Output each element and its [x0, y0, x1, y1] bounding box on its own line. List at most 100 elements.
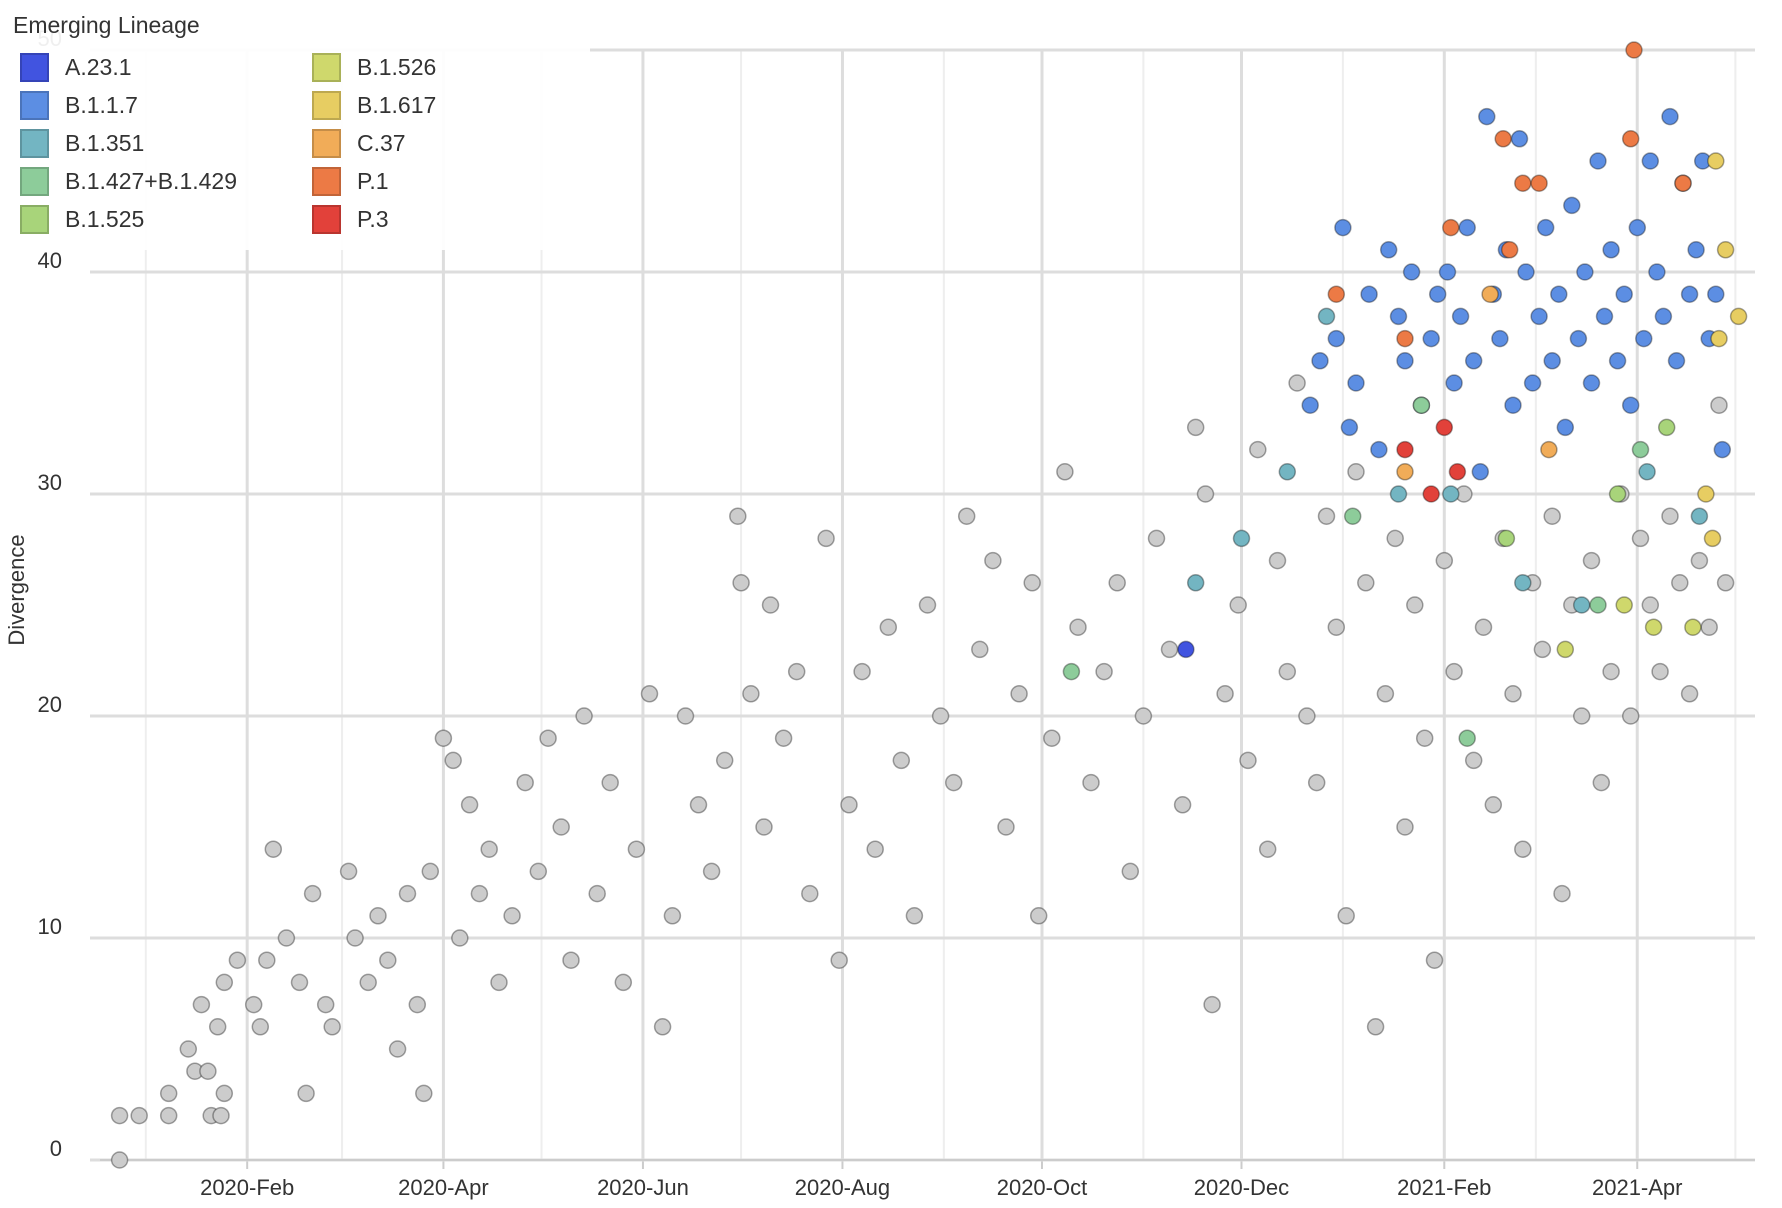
legend-item-p-3[interactable]: P.3	[312, 202, 389, 236]
point-b-1-351	[1232, 529, 1251, 548]
point-b-1-1-7	[1491, 329, 1509, 348]
point-other	[1134, 707, 1153, 725]
point-other	[199, 1062, 217, 1080]
point-other	[1661, 507, 1679, 525]
legend-swatch	[312, 90, 341, 120]
point-b-1-526	[1684, 618, 1702, 636]
point-other	[575, 707, 593, 725]
point-other	[539, 729, 557, 747]
point-b-1-1-7	[1550, 285, 1568, 303]
point-other	[1474, 618, 1493, 636]
point-other	[562, 951, 580, 969]
legend-item-p-1[interactable]: P.1	[312, 164, 389, 198]
point-b-1-1-7	[1464, 352, 1483, 370]
x-tick-label: 2021-Feb	[1397, 1175, 1491, 1200]
point-other	[742, 685, 760, 703]
point-other	[787, 662, 806, 681]
point-other	[369, 907, 387, 925]
point-other	[130, 1106, 148, 1125]
point-other	[879, 618, 898, 636]
legend-item-a-23-1[interactable]: A.23.1	[20, 50, 132, 84]
point-p-1	[1625, 41, 1643, 59]
legend-item-b-1-1-7[interactable]: B.1.1.7	[20, 88, 138, 122]
legend-item-b-1-351[interactable]: B.1.351	[20, 126, 144, 160]
point-other	[1651, 662, 1669, 681]
point-b-1-1-7	[1504, 396, 1522, 414]
point-other	[1173, 796, 1192, 814]
point-b-1-1-7	[1530, 307, 1548, 326]
point-p-1	[1442, 218, 1460, 237]
point-other	[1504, 685, 1522, 703]
point-b-1-1-7	[1621, 396, 1640, 414]
legend: Emerging Lineage A.23.1 B.1.1.7 B.1.351 B.1…	[0, 0, 590, 250]
point-b-1-1-7	[1523, 374, 1542, 392]
point-other	[1700, 618, 1718, 636]
point-b-1-351	[1638, 463, 1656, 481]
point-other	[1216, 685, 1234, 703]
point-b-1-1-7	[1389, 307, 1408, 326]
point-other	[1160, 640, 1179, 659]
point-other	[192, 995, 211, 1014]
point-other	[840, 796, 858, 814]
point-other	[1268, 551, 1287, 570]
point-b-1-1-7	[1654, 307, 1673, 326]
point-b-1-1-7	[1661, 107, 1679, 126]
point-other	[529, 862, 548, 881]
legend-label: B.1.427+B.1.429	[65, 167, 238, 194]
point-other	[601, 773, 619, 792]
point-b-1-617	[1697, 485, 1715, 503]
point-other	[1716, 574, 1735, 592]
point-other	[1533, 640, 1552, 659]
point-b-1-1-7	[1667, 352, 1686, 370]
point-b-1-351	[1278, 463, 1297, 481]
point-other	[676, 707, 695, 725]
point-other	[159, 1106, 178, 1125]
point-p-1	[1514, 174, 1532, 192]
point-other	[866, 840, 884, 858]
point-b-1-1-7	[1648, 263, 1666, 281]
point-other	[1327, 618, 1346, 636]
point-other	[1484, 796, 1503, 814]
point-b-1-351	[1317, 307, 1336, 326]
point-b-1-1-7	[1602, 241, 1620, 259]
point-b-1-1-7	[1402, 263, 1421, 281]
point-b-1-1-7	[1311, 352, 1329, 370]
y-axis-label: Divergence	[4, 534, 29, 645]
point-b-1-1-7	[1517, 263, 1535, 281]
legend-item-b-1-526[interactable]: B.1.526	[312, 50, 436, 84]
point-other	[451, 929, 469, 947]
point-b-1-1-7	[1641, 152, 1660, 170]
point-other	[830, 951, 848, 969]
point-other	[258, 951, 276, 969]
point-b-1-525	[1497, 529, 1516, 548]
point-other	[944, 773, 963, 792]
legend-item-b-1-617[interactable]: B.1.617	[312, 88, 436, 122]
point-b-1-427-b-1-429	[1062, 662, 1081, 681]
point-other	[1710, 396, 1728, 414]
point-other	[379, 951, 397, 969]
legend-title: Emerging Lineage	[13, 12, 200, 38]
point-p-1	[1621, 130, 1640, 148]
point-other	[179, 1040, 198, 1058]
point-other	[1671, 574, 1689, 592]
point-c-37	[1481, 285, 1499, 303]
point-other	[1396, 818, 1414, 836]
point-other	[1680, 685, 1699, 703]
legend-label: C.37	[357, 129, 406, 156]
legend-item-c-37[interactable]: C.37	[312, 126, 406, 160]
point-b-1-427-b-1-429	[1412, 396, 1431, 414]
point-p-1	[1327, 285, 1346, 303]
point-other	[264, 840, 283, 858]
point-other	[653, 1018, 672, 1036]
point-b-1-1-7	[1471, 463, 1490, 481]
point-b-1-427-b-1-429	[1458, 729, 1476, 747]
legend-swatch	[312, 128, 341, 158]
legend-item-b-1-525[interactable]: B.1.525	[20, 202, 144, 236]
point-b-1-351	[1389, 485, 1408, 503]
point-other	[290, 973, 309, 992]
point-b-1-1-7	[1340, 418, 1359, 437]
point-other	[640, 685, 659, 703]
point-b-1-1-7	[1396, 352, 1414, 370]
point-other	[1317, 507, 1336, 525]
legend-item-b-1-427-b-1-429[interactable]: B.1.427+B.1.429	[20, 164, 237, 198]
